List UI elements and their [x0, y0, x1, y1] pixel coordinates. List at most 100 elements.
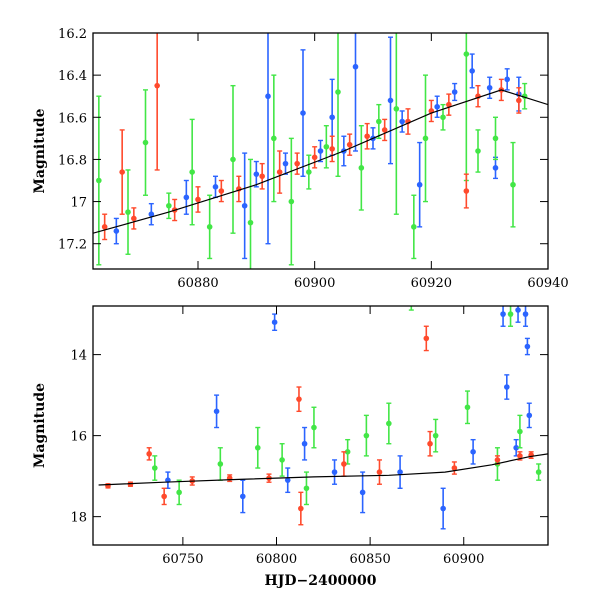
data-point [335, 89, 341, 95]
data-point [131, 215, 137, 222]
data-point [296, 396, 302, 402]
x-tick-label: 60940 [527, 276, 568, 291]
data-point [510, 181, 516, 188]
data-point [526, 412, 533, 419]
data-point [288, 198, 295, 205]
data-point [423, 335, 430, 342]
y-tick-label: 16.6 [58, 111, 87, 126]
data-point [125, 209, 131, 215]
data-point [253, 171, 260, 177]
data-point [486, 84, 493, 91]
data-point [446, 101, 452, 108]
top-panel: 60880 60900 60920 60940 16.2 16.4 16.6 16.8 17 17… [32, 27, 569, 291]
data-point [298, 505, 304, 512]
data-point [146, 451, 152, 457]
data-point [409, 299, 415, 305]
data-point [241, 202, 248, 209]
y-tick-label: 17 [70, 196, 87, 211]
data-point [352, 63, 359, 70]
data-point [206, 224, 213, 230]
data-point [142, 139, 149, 146]
y-axis-label: Magnitude [32, 383, 48, 468]
y-tick-label: 17.2 [58, 238, 87, 253]
data-point [284, 477, 291, 483]
data-point [451, 89, 458, 95]
data-point [195, 196, 201, 203]
data-point [451, 465, 458, 471]
data-point [279, 457, 285, 463]
data-point [230, 156, 236, 163]
data-point [271, 319, 278, 326]
data-point [492, 165, 499, 171]
x-tick-label: 60750 [162, 552, 203, 567]
data-point [517, 453, 523, 459]
data-point [329, 114, 335, 121]
trend-line [93, 89, 548, 234]
y-tick-label: 16 [70, 430, 87, 445]
data-point [387, 97, 394, 104]
data-point [440, 505, 446, 512]
plot-area [98, 299, 548, 530]
data-point [265, 93, 271, 100]
x-tick-label: 60920 [411, 276, 452, 291]
x-tick-label: 60850 [349, 552, 390, 567]
data-point [376, 118, 382, 125]
data-point [154, 82, 160, 89]
data-point [507, 311, 514, 317]
data-point [427, 440, 433, 447]
data-point [432, 432, 439, 439]
data-point [148, 211, 155, 218]
series-1 [96, 33, 528, 269]
data-point [331, 469, 338, 475]
y-tick-label: 16.4 [58, 69, 87, 84]
data-point [301, 440, 308, 447]
data-point [515, 307, 521, 313]
data-point [359, 489, 366, 496]
data-point [469, 68, 475, 74]
data-point [504, 76, 510, 83]
data-point [381, 127, 388, 133]
data-point [516, 97, 522, 104]
data-point [364, 133, 370, 140]
series-2 [105, 325, 534, 526]
series-1 [151, 299, 542, 506]
data-point [300, 110, 306, 116]
data-point [294, 160, 300, 167]
data-point [259, 173, 265, 180]
y-tick-label: 16.2 [58, 27, 87, 42]
data-point [399, 118, 405, 125]
data-point [411, 224, 417, 230]
x-tick-label: 60880 [177, 276, 218, 291]
data-point [151, 465, 158, 471]
data-point [282, 160, 289, 167]
data-point [422, 135, 429, 142]
data-point [440, 114, 446, 121]
bottom-panel: 60750 60800 60850 60900 14 16 18 Magnitude HJD−2… [32, 299, 549, 589]
data-point [463, 188, 470, 194]
x-tick-label: 60900 [294, 276, 335, 291]
data-point [271, 135, 277, 142]
series-2 [101, 33, 522, 241]
data-point [504, 384, 510, 390]
data-point [189, 169, 195, 175]
data-point [393, 106, 400, 112]
data-point [212, 184, 219, 190]
data-point [113, 228, 120, 234]
x-tick-label: 60800 [256, 552, 297, 567]
x-tick-label: 60900 [443, 552, 484, 567]
series-0 [165, 306, 533, 530]
y-tick-label: 18 [70, 511, 87, 526]
data-point [306, 169, 312, 175]
data-point [341, 461, 347, 467]
data-point [161, 493, 167, 500]
data-point [500, 311, 506, 317]
data-point [105, 483, 111, 489]
data-point [311, 424, 317, 431]
data-point [475, 148, 481, 154]
data-point [522, 311, 529, 317]
data-point [276, 169, 283, 175]
axes-frame [92, 32, 549, 270]
data-point [463, 51, 470, 57]
data-point [323, 143, 330, 150]
